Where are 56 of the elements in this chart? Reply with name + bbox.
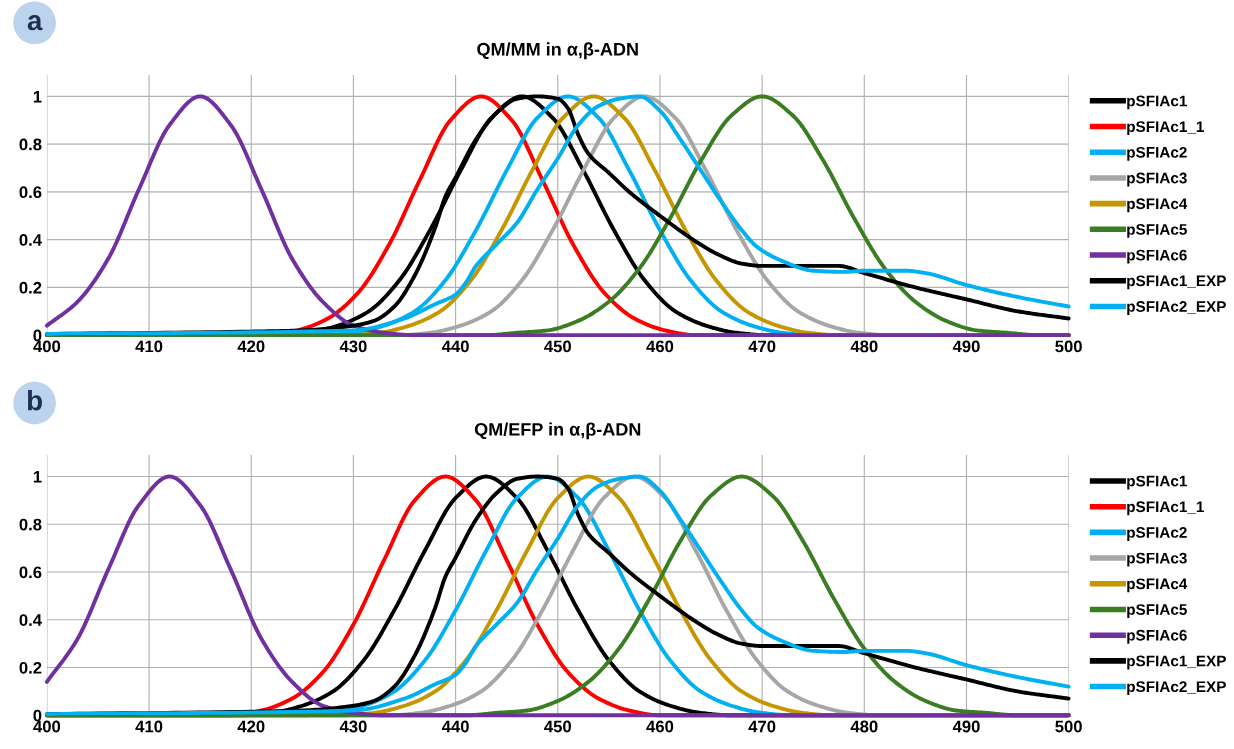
x-tick-label: 480 xyxy=(850,720,878,733)
y-tick-label: 0.2 xyxy=(19,281,42,294)
x-tick-label: 470 xyxy=(748,340,776,353)
legend-label: pSFIAc2 xyxy=(1127,527,1187,541)
legend-label: pSFIAc4 xyxy=(1127,578,1188,593)
x-tick-label: 460 xyxy=(646,340,674,353)
legend-label: pSFIAc1_EXP xyxy=(1127,275,1226,290)
legend-label: pSFIAc1_1 xyxy=(1127,121,1204,136)
x-tick-label: 400 xyxy=(33,340,61,353)
y-tick-label: 0 xyxy=(33,329,42,342)
legend-label: pSFIAc3 xyxy=(1127,172,1187,187)
legend-label: pSFIAc4 xyxy=(1127,198,1188,213)
x-tick-label: 500 xyxy=(1055,720,1082,733)
x-tick-label: 480 xyxy=(850,340,878,353)
legend-label: pSFIAc1 xyxy=(1127,95,1187,110)
x-tick-label: 490 xyxy=(952,720,980,733)
x-tick-label: 490 xyxy=(952,340,980,353)
x-tick-label: 420 xyxy=(237,720,265,733)
text: b xyxy=(27,390,42,411)
y-tick-label: 0.6 xyxy=(19,186,42,199)
legend-label: pSFIAc1_EXP xyxy=(1127,655,1226,670)
x-tick-label: 410 xyxy=(135,340,163,353)
x-tick-label: 440 xyxy=(441,720,469,733)
x-tick-label: 460 xyxy=(646,720,674,733)
x-tick-label: 450 xyxy=(544,720,571,733)
legend-label: pSFIAc5 xyxy=(1127,604,1187,618)
legend-label: pSFIAc6 xyxy=(1127,249,1187,264)
chart-title: QM/EFP in α,β-ADN xyxy=(474,422,641,440)
legend-label: pSFIAc6 xyxy=(1127,629,1187,644)
y-tick-label: 0.4 xyxy=(19,614,42,626)
y-tick-label: 1 xyxy=(33,90,42,103)
legend-label: pSFIAc3 xyxy=(1127,552,1187,567)
x-tick-label: 470 xyxy=(748,720,776,733)
y-tick-label: 0.6 xyxy=(19,566,42,579)
legend-label: pSFIAc1 xyxy=(1127,475,1187,490)
x-tick-label: 430 xyxy=(339,720,367,733)
x-tick-label: 440 xyxy=(441,340,469,353)
text: a xyxy=(27,15,43,31)
x-tick-label: 430 xyxy=(339,340,367,353)
y-tick-label: 0.8 xyxy=(19,518,42,531)
y-tick-label: 1 xyxy=(33,471,42,483)
y-tick-label: 0.8 xyxy=(19,138,42,151)
x-tick-label: 400 xyxy=(33,720,61,733)
x-tick-label: 450 xyxy=(544,340,571,353)
x-tick-label: 500 xyxy=(1055,340,1082,353)
legend-label: pSFIAc5 xyxy=(1127,224,1187,238)
legend-label: pSFIAc2_EXP xyxy=(1127,681,1226,696)
chart-title: QM/MM in α,β-ADN xyxy=(477,42,638,60)
y-tick-label: 0.2 xyxy=(19,661,42,674)
x-tick-label: 410 xyxy=(135,720,163,733)
legend-label: pSFIAc1_1 xyxy=(1127,501,1204,516)
y-tick-label: 0.4 xyxy=(19,234,42,246)
x-tick-label: 420 xyxy=(237,340,265,353)
y-tick-label: 0 xyxy=(33,709,42,722)
legend-label: pSFIAc2 xyxy=(1127,146,1187,161)
legend-label: pSFIAc2_EXP xyxy=(1127,301,1226,315)
